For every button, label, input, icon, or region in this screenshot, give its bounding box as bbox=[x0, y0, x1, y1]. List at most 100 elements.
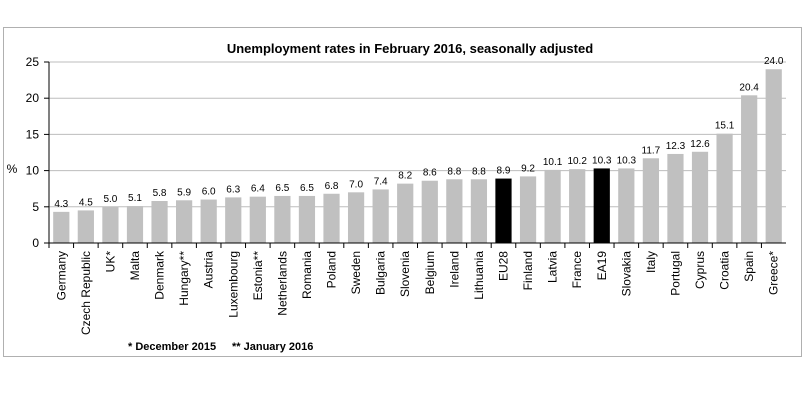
category-label-poland: Poland bbox=[325, 251, 339, 288]
bars bbox=[53, 69, 782, 244]
value-labels: 4.3 4.5 5.0 5.1 5.8 5.9 6.0 6.3 6.4 6.5 6.5 6.8 7.0 7… bbox=[54, 56, 784, 210]
value-label-france: 10.2 bbox=[567, 156, 587, 167]
value-label-bulgaria: 7.4 bbox=[374, 176, 388, 187]
gridlines bbox=[49, 61, 786, 208]
category-label-spain: Spain bbox=[742, 251, 756, 282]
category-label-belgium: Belgium bbox=[423, 251, 437, 294]
bar-germany bbox=[53, 211, 70, 243]
category-label-eu28: EU28 bbox=[496, 251, 510, 281]
category-label-portugal: Portugal bbox=[668, 251, 682, 296]
chart-title: Unemployment rates in February 2016, sea… bbox=[227, 41, 593, 56]
y-tick-label-5: 5 bbox=[32, 200, 39, 214]
value-label-portugal: 12.3 bbox=[666, 141, 686, 152]
value-label-netherlands: 6.5 bbox=[275, 183, 289, 194]
value-label-slovenia: 8.2 bbox=[398, 171, 412, 182]
y-tick-label-15: 15 bbox=[26, 127, 40, 141]
category-label-cyprus: Cyprus bbox=[693, 251, 707, 289]
category-label-malta: Malta bbox=[128, 251, 142, 281]
value-label-hungary: 5.9 bbox=[177, 187, 191, 198]
bar-denmark bbox=[151, 201, 168, 243]
value-label-germany: 4.3 bbox=[54, 199, 68, 210]
bar-slovakia bbox=[618, 168, 635, 243]
value-label-spain: 20.4 bbox=[739, 82, 759, 93]
value-label-denmark: 5.8 bbox=[153, 188, 167, 199]
category-label-croatia: Croatia bbox=[718, 251, 732, 290]
y-tick-label-20: 20 bbox=[26, 91, 40, 105]
category-label-bulgaria: Bulgaria bbox=[374, 251, 388, 295]
value-label-ireland: 8.8 bbox=[447, 166, 461, 177]
bar-uk bbox=[102, 206, 119, 243]
y-tick-label-10: 10 bbox=[26, 164, 40, 178]
bar-estonia bbox=[249, 196, 266, 243]
category-label-uk: UK* bbox=[103, 251, 117, 273]
bar-cyprus bbox=[691, 151, 709, 243]
category-label-romania: Romania bbox=[300, 251, 314, 299]
bar-portugal bbox=[667, 153, 684, 243]
value-label-sweden: 7.0 bbox=[349, 179, 363, 190]
category-label-sweden: Sweden bbox=[349, 251, 363, 294]
bar-italy bbox=[642, 158, 659, 243]
value-label-lithuania: 8.8 bbox=[472, 166, 486, 177]
category-label-slovenia: Slovenia bbox=[398, 251, 412, 297]
chart-frame bbox=[3, 27, 802, 357]
bar-sweden bbox=[347, 192, 365, 243]
footnote-january-2016: ** January 2016 bbox=[232, 341, 313, 353]
category-label-lithuania: Lithuania bbox=[472, 251, 486, 300]
value-label-eu28: 8.9 bbox=[497, 166, 511, 177]
category-label-ireland: Ireland bbox=[447, 251, 461, 288]
bar-finland bbox=[519, 176, 537, 243]
category-label-finland: Finland bbox=[521, 251, 535, 290]
y-tick-label-25: 25 bbox=[26, 55, 40, 69]
bar-netherlands bbox=[274, 195, 291, 243]
value-label-croatia: 15.1 bbox=[715, 121, 735, 132]
bar-spain bbox=[741, 95, 758, 243]
value-label-greece: 24.0 bbox=[764, 56, 784, 67]
bar-luxembourg bbox=[225, 197, 242, 243]
bar-austria bbox=[200, 199, 217, 243]
bar-france bbox=[569, 169, 586, 243]
bar-croatia bbox=[716, 133, 733, 243]
value-label-ea19: 10.3 bbox=[592, 155, 612, 166]
value-label-italy: 11.7 bbox=[642, 145, 661, 156]
category-label-greece: Greece* bbox=[767, 251, 781, 295]
bar-belgium bbox=[421, 180, 438, 243]
bar-czech-republic bbox=[77, 210, 94, 243]
category-label-italy: Italy bbox=[644, 251, 658, 273]
value-label-romania: 6.5 bbox=[300, 183, 314, 194]
category-label-ea19: EA19 bbox=[595, 251, 609, 281]
value-label-malta: 5.1 bbox=[128, 193, 142, 204]
category-label-austria: Austria bbox=[202, 251, 216, 289]
bar-greece bbox=[765, 69, 782, 244]
bar-romania bbox=[298, 195, 316, 243]
value-label-poland: 6.8 bbox=[325, 181, 339, 192]
category-labels: Germany Czech Republic UK* Malta Denmark Hung… bbox=[48, 243, 781, 335]
bar-hungary bbox=[176, 200, 193, 243]
value-label-latvia: 10.1 bbox=[543, 157, 563, 168]
y-axis-ticks: 0 5 10 15 20 25 bbox=[26, 55, 49, 250]
bar-slovenia bbox=[397, 183, 414, 243]
bar-poland bbox=[323, 193, 340, 243]
value-label-belgium: 8.6 bbox=[423, 168, 437, 179]
value-label-cyprus: 12.6 bbox=[690, 139, 710, 150]
y-axis-label: % bbox=[7, 162, 18, 176]
value-label-slovakia: 10.3 bbox=[617, 155, 637, 166]
category-label-germany: Germany bbox=[54, 251, 68, 300]
footnote-december-2015: * December 2015 bbox=[128, 341, 216, 353]
value-label-estonia: 6.4 bbox=[251, 184, 265, 195]
category-label-czech-republic: Czech Republic bbox=[79, 251, 93, 335]
value-label-luxembourg: 6.3 bbox=[226, 184, 240, 195]
value-label-czech-republic: 4.5 bbox=[79, 197, 93, 208]
bar-ireland bbox=[446, 179, 463, 243]
bar-ea19 bbox=[593, 168, 610, 243]
category-label-hungary: Hungary** bbox=[177, 251, 191, 306]
bar-bulgaria bbox=[372, 189, 389, 243]
bar-eu28 bbox=[495, 178, 512, 243]
category-label-slovakia: Slovakia bbox=[619, 251, 633, 297]
y-tick-label-0: 0 bbox=[32, 236, 39, 250]
value-label-austria: 6.0 bbox=[202, 187, 216, 198]
category-label-france: France bbox=[570, 251, 584, 289]
value-label-finland: 9.2 bbox=[521, 163, 535, 174]
bar-lithuania bbox=[470, 179, 488, 243]
category-label-denmark: Denmark bbox=[153, 250, 167, 300]
